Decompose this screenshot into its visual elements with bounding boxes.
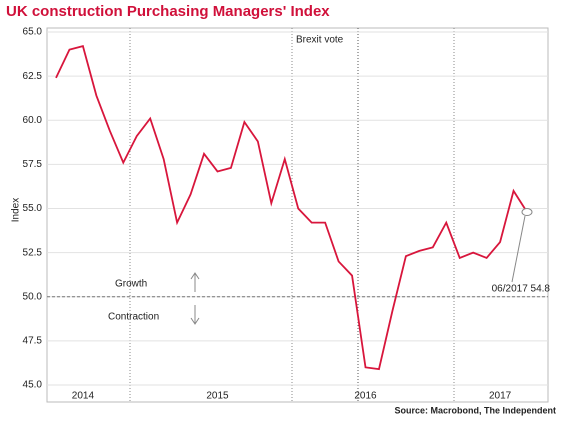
callout-line bbox=[511, 215, 526, 283]
x-tick-label: 2015 bbox=[206, 391, 229, 402]
source: Source: Macrobond, The Independent bbox=[394, 405, 556, 415]
annotation: Contraction bbox=[108, 312, 159, 323]
annotation: Brexit vote bbox=[296, 35, 344, 46]
annotation: Growth bbox=[115, 279, 147, 290]
y-tick-label: 50.0 bbox=[23, 291, 43, 302]
arrow-up bbox=[190, 272, 200, 292]
x-tick-label: 2016 bbox=[354, 391, 377, 402]
y-tick-label: 62.5 bbox=[23, 71, 43, 82]
y-tick-label: 45.0 bbox=[23, 380, 43, 391]
y-tick-label: 60.0 bbox=[23, 115, 43, 126]
last-point bbox=[521, 208, 533, 217]
y-axis-label: Index bbox=[11, 198, 22, 222]
chart-title: UK construction Purchasing Managers' Ind… bbox=[6, 3, 330, 20]
y-tick-label: 55.0 bbox=[23, 203, 43, 214]
y-tick-label: 47.5 bbox=[23, 336, 43, 347]
annotation: 06/2017 54.8 bbox=[492, 284, 551, 295]
data-line bbox=[55, 45, 528, 371]
y-tick-label: 52.5 bbox=[23, 247, 43, 258]
x-tick-label: 2014 bbox=[72, 391, 95, 402]
x-tick-label: 2017 bbox=[489, 391, 512, 402]
y-tick-label: 65.0 bbox=[23, 27, 43, 38]
y-tick-label: 57.5 bbox=[23, 159, 43, 170]
arrow-down bbox=[190, 305, 200, 325]
plot-frame bbox=[46, 27, 549, 403]
